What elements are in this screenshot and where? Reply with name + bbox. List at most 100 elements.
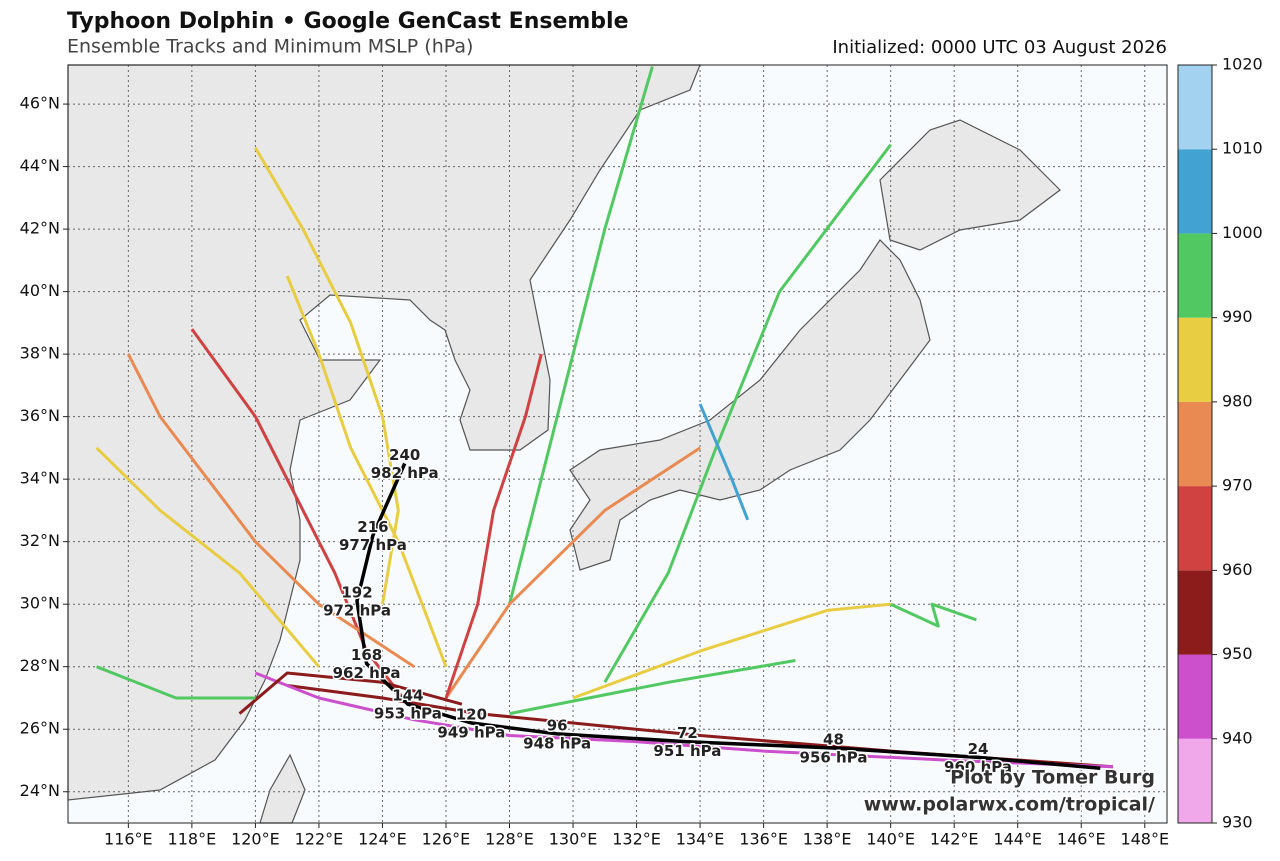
y-tick-label: 26°N (20, 719, 60, 738)
colorbar-segment (1178, 570, 1212, 655)
x-tick-label: 138°E (803, 830, 852, 849)
ensemble-track (254, 147, 400, 605)
ensemble-track (444, 353, 543, 699)
y-tick-label: 36°N (20, 406, 60, 425)
y-tick-label: 34°N (20, 469, 60, 488)
ensemble-track (890, 602, 977, 628)
forecast-hour: 240 (389, 446, 420, 464)
ensemble-track (96, 665, 256, 700)
x-tick-label: 118°E (168, 830, 217, 849)
colorbar-segment (1178, 149, 1212, 234)
colorbar-tick-label: 1000 (1222, 223, 1263, 242)
y-tick-label: 44°N (20, 156, 60, 175)
x-tick-label: 146°E (1057, 830, 1106, 849)
colorbar-tick-label: 970 (1222, 476, 1253, 495)
x-tick-label: 128°E (485, 830, 534, 849)
x-tick-label: 130°E (549, 830, 598, 849)
grid (68, 65, 1167, 823)
pressure-label: 948 hPa (523, 734, 591, 752)
colorbar-tick-label: 1010 (1222, 139, 1263, 158)
colorbar-tick-label: 960 (1222, 560, 1253, 579)
colorbar-tick-label: 980 (1222, 391, 1253, 410)
y-tick-label: 38°N (20, 344, 60, 363)
pressure-label: 953 hPa (374, 705, 442, 723)
pressure-label: 982 hPa (371, 464, 439, 482)
subtitle: Ensemble Tracks and Minimum MSLP (hPa) (67, 36, 473, 58)
colorbar-tick-label: 930 (1222, 813, 1253, 832)
pressure-label: 960 hPa (944, 758, 1012, 776)
colorbar-segment (1178, 486, 1212, 571)
x-tick-label: 124°E (358, 830, 407, 849)
pressure-label: 949 hPa (437, 723, 505, 741)
colorbar-segment (1178, 401, 1212, 487)
forecast-hour: 192 (341, 584, 372, 602)
pressure-label: 956 hPa (800, 748, 868, 766)
ensemble-track (603, 143, 892, 684)
y-tick-label: 46°N (20, 94, 60, 113)
map-frame (67, 64, 1168, 824)
x-tick-label: 142°E (930, 830, 979, 849)
ensemble-track (508, 66, 654, 605)
x-tick-label: 120°E (231, 830, 280, 849)
ensemble-track (254, 671, 1114, 769)
y-tick-label: 30°N (20, 594, 60, 613)
hokkaido (879, 119, 1061, 251)
colorbar-frame (1177, 64, 1213, 824)
ensemble-track (238, 671, 463, 715)
axes: 116°E 118°E 120°E 122°E 124°E 126°E 128°E 130°E… (20, 94, 1169, 849)
ensemble-track (444, 446, 701, 699)
forecast-hour: 120 (456, 705, 487, 723)
x-tick-label: 116°E (104, 830, 153, 849)
y-tick-label: 24°N (20, 781, 60, 800)
init-time: Initialized: 0000 UTC 03 August 2026 (832, 37, 1167, 58)
colorbar-tick-label: 1020 (1222, 55, 1263, 74)
land (67, 64, 1061, 824)
ensemble-track (509, 659, 796, 716)
x-tick-label: 144°E (993, 830, 1042, 849)
x-tick-label: 136°E (739, 830, 788, 849)
ensemble-track (698, 403, 750, 521)
x-tick-label: 126°E (422, 830, 471, 849)
x-tick-label: 122°E (295, 830, 344, 849)
pressure-label: 962 hPa (333, 664, 401, 682)
pressure-label: 977 hPa (339, 536, 407, 554)
colorbar-segment (1178, 233, 1212, 318)
asia-mainland (67, 64, 701, 801)
x-tick-label: 134°E (676, 830, 725, 849)
colorbar-segment (1178, 317, 1212, 402)
colorbar-segment (1178, 654, 1212, 739)
colorbar-tick-label: 940 (1222, 728, 1253, 747)
pressure-label: 972 hPa (323, 602, 391, 620)
colorbar-tick-label: 950 (1222, 644, 1253, 663)
y-tick-label: 42°N (20, 219, 60, 238)
forecast-hour: 72 (677, 724, 698, 742)
forecast-hour: 96 (547, 716, 568, 734)
credit: Plot by Tomer Burg (950, 767, 1155, 789)
y-tick-label: 40°N (20, 281, 60, 300)
ensemble-track (126, 353, 416, 668)
x-tick-label: 140°E (866, 830, 915, 849)
x-tick-label: 132°E (612, 830, 661, 849)
forecast-hour: 24 (968, 740, 989, 758)
ensemble-track (190, 328, 410, 706)
y-tick-label: 28°N (20, 656, 60, 675)
ensemble-track (285, 275, 448, 668)
colorbar-segment (1178, 738, 1212, 823)
tracks (95, 66, 1114, 769)
japan (569, 239, 931, 571)
colorbar-segment (1178, 65, 1212, 150)
colorbar: 930 940 950 960 970 980 990 1000 1010 1020 (1177, 55, 1263, 832)
credit-url: www.polarwx.com/tropical/ (864, 794, 1155, 816)
y-tick-label: 32°N (20, 531, 60, 550)
pressure-label: 951 hPa (653, 742, 721, 760)
forecast-hour: 48 (823, 730, 844, 748)
forecast-hour: 144 (392, 687, 423, 705)
ensemble-track (572, 602, 891, 700)
mean-track-line (355, 462, 1101, 771)
ensemble-track (95, 446, 321, 668)
forecast-hour: 216 (357, 518, 388, 536)
x-tick-label: 148°E (1120, 830, 1169, 849)
title: Typhoon Dolphin • Google GenCast Ensembl… (67, 9, 629, 34)
